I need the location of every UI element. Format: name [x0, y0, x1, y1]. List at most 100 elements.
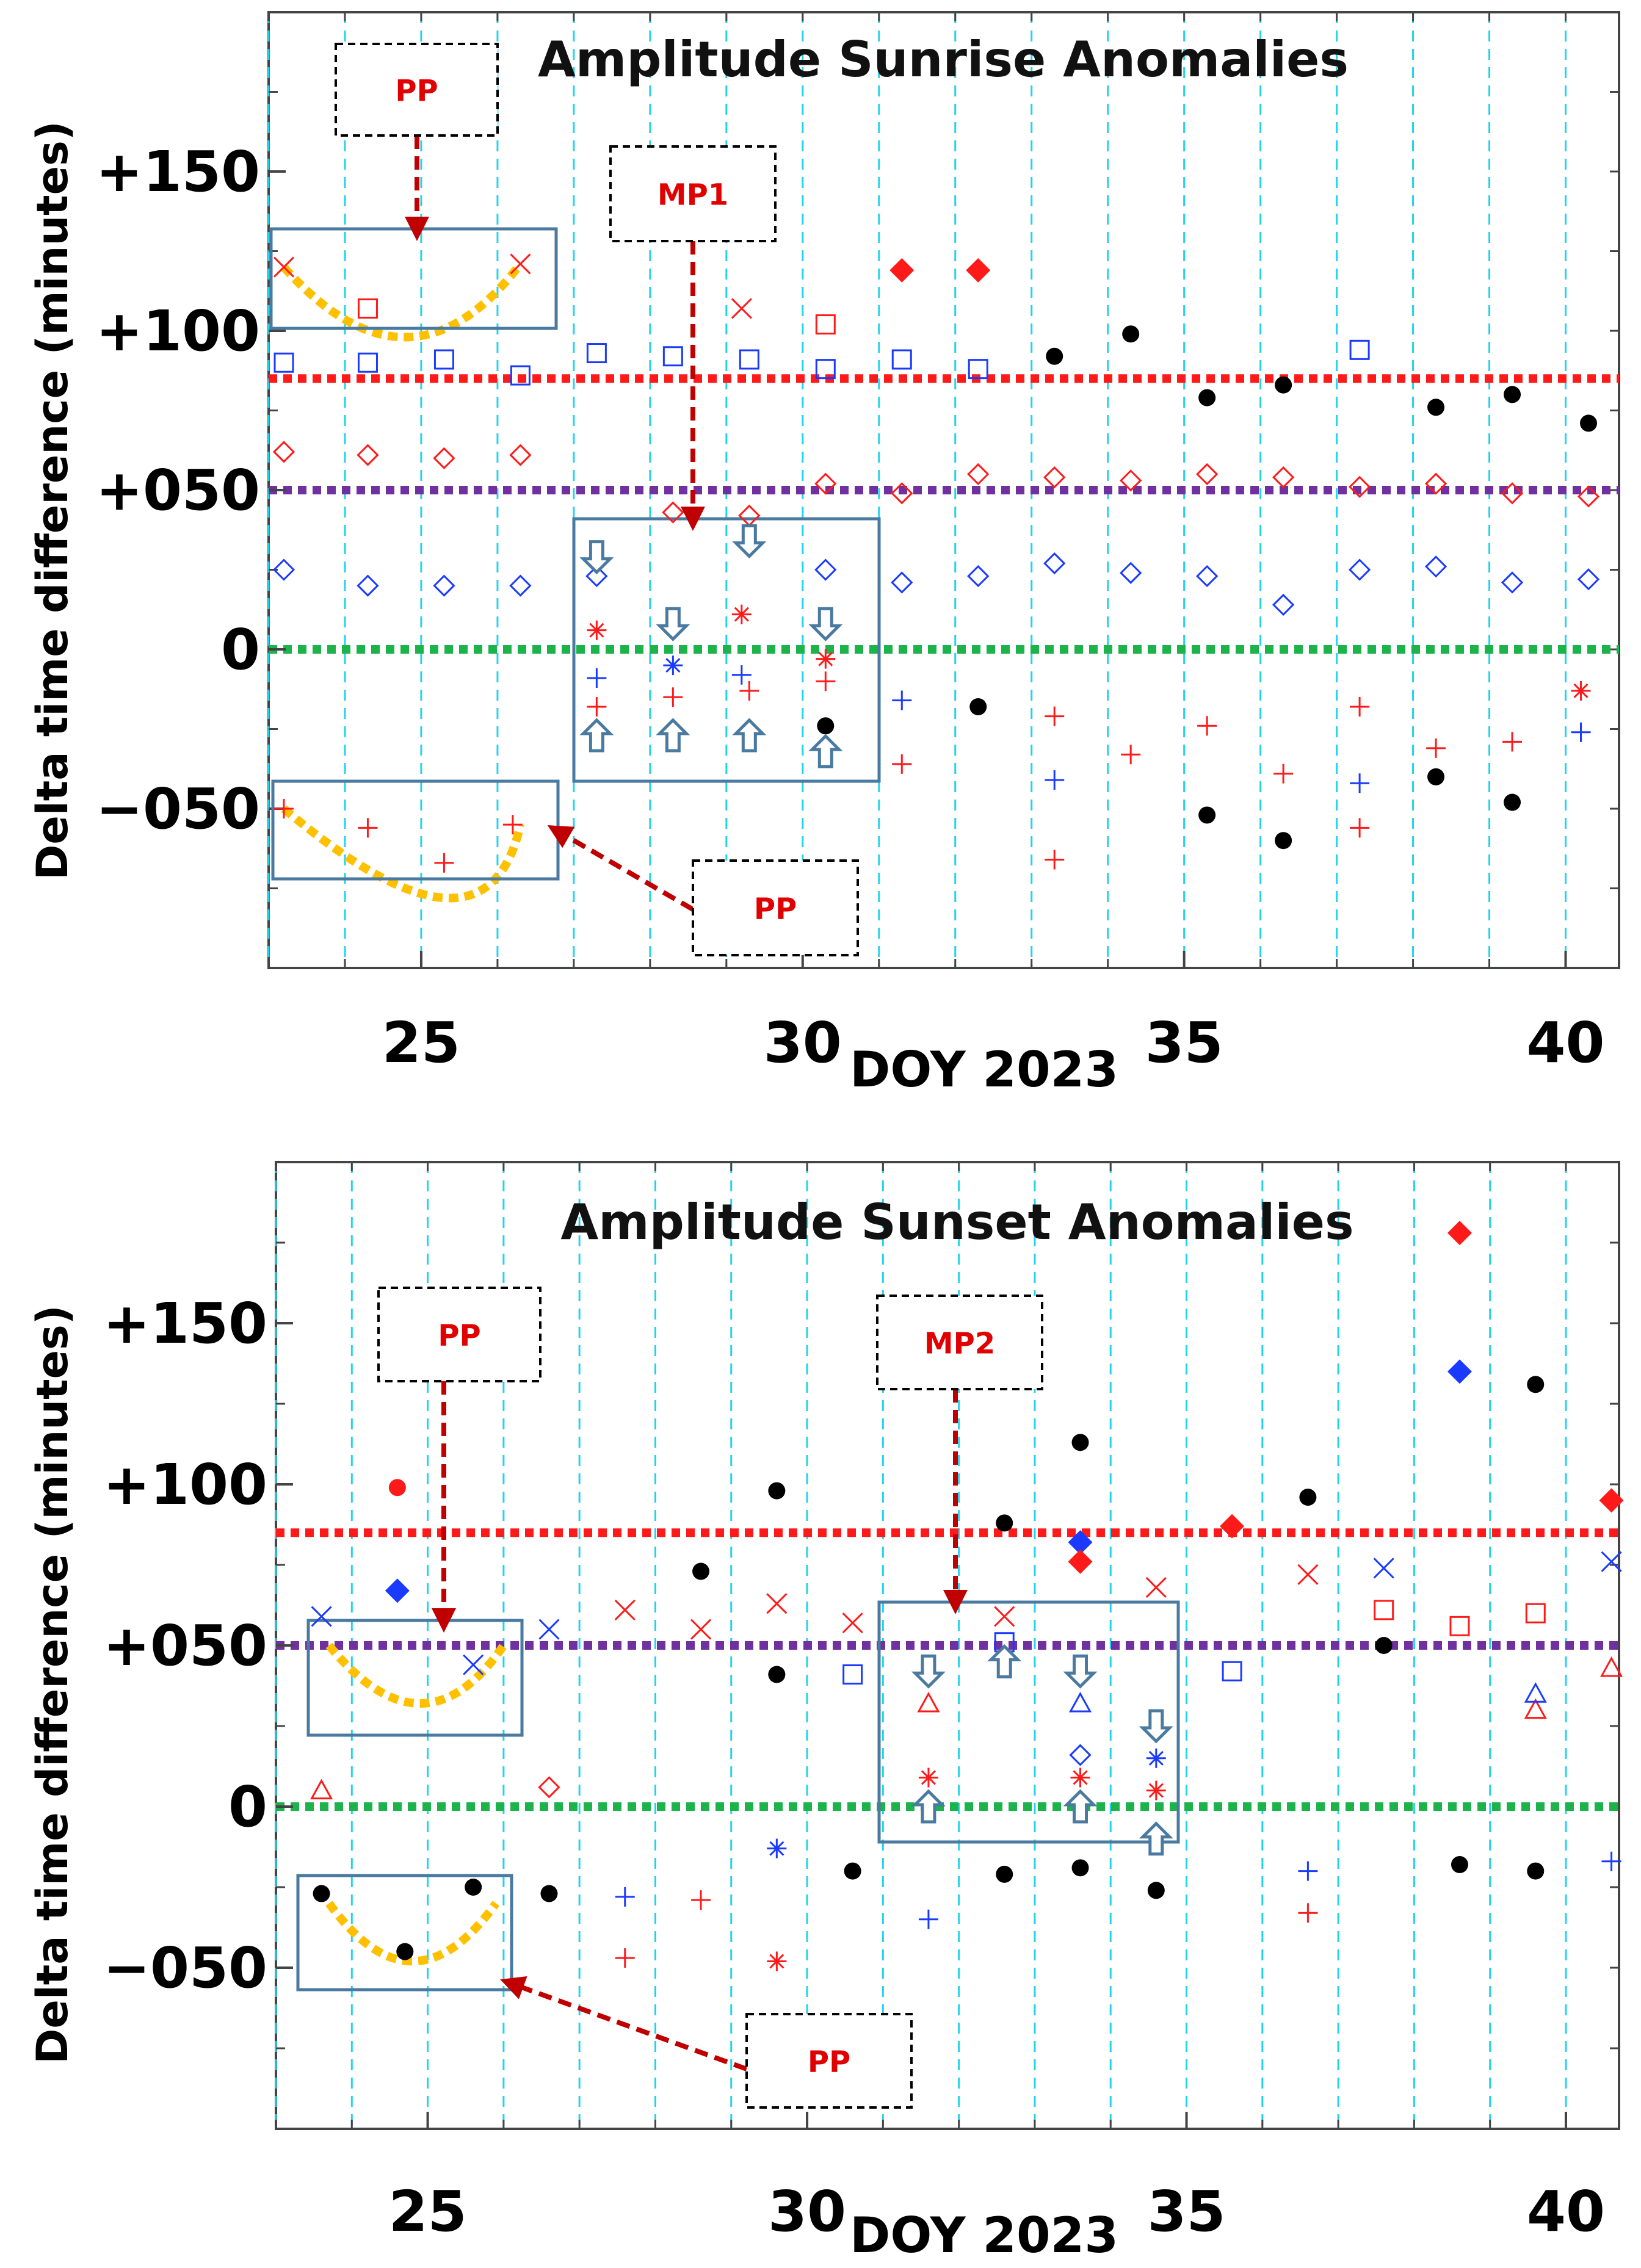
data-point [272, 558, 295, 581]
callout-label: MP1 [657, 178, 728, 212]
data-point [1349, 339, 1370, 360]
data-point [357, 298, 378, 319]
callout-box [377, 1287, 542, 1382]
pp-curve [325, 1901, 500, 1966]
panel-sunset: −050 0 +050 +100 +150 25 30 35 40 DOY 2023 Amplitu… [103, 1161, 1624, 2264]
x-tick-label: 30 [768, 2179, 846, 2244]
data-point [1122, 325, 1140, 343]
mp-arrow-icon [808, 734, 843, 768]
data-point [1427, 399, 1445, 416]
highlight-box [296, 1874, 513, 1992]
data-point [1273, 764, 1294, 784]
x-tick-label: 30 [764, 1010, 842, 1075]
mp-arrow-icon [656, 607, 690, 641]
data-point [1501, 482, 1524, 505]
chart-title: Amplitude Sunrise Anomalies [538, 31, 1349, 88]
data-point [891, 571, 913, 594]
data-point [768, 1482, 786, 1500]
data-point [586, 343, 607, 364]
data-point [509, 574, 532, 597]
data-point [1045, 850, 1065, 870]
data-point [1196, 565, 1219, 588]
data-point [615, 1948, 635, 1968]
data-point [1071, 1434, 1089, 1451]
data-point [1424, 472, 1447, 495]
data-point [662, 501, 684, 524]
data-point [1272, 466, 1295, 489]
mp-arrow-icon [732, 718, 767, 753]
data-point [1600, 1656, 1623, 1677]
data-point [1146, 1780, 1166, 1800]
data-point [918, 1768, 938, 1788]
callout-box [745, 2013, 913, 2109]
data-point [587, 620, 607, 640]
data-point [690, 1619, 712, 1640]
data-point [1070, 1768, 1090, 1788]
data-point [274, 352, 294, 373]
data-point [434, 853, 454, 873]
data-point [892, 754, 912, 774]
x-tick-label: 35 [1145, 1010, 1223, 1075]
data-point [1426, 738, 1446, 758]
data-point [587, 668, 607, 688]
data-point [274, 799, 294, 818]
data-point [1272, 593, 1295, 616]
data-point [502, 815, 523, 835]
highlight-box [572, 517, 881, 783]
data-point [1447, 1359, 1472, 1384]
data-point [1571, 681, 1591, 701]
mp-arrow-icon [579, 718, 614, 753]
x-tick-label: 25 [382, 1010, 460, 1075]
mp-arrow-icon [1063, 1654, 1098, 1689]
data-point [731, 298, 752, 319]
data-point [1196, 463, 1219, 486]
callout-box [609, 145, 777, 242]
data-point [766, 1593, 788, 1614]
data-point [538, 1776, 560, 1799]
data-point [1220, 1514, 1245, 1539]
y-axis-label-bottom: Delta time difference (minutes) [27, 1305, 78, 2064]
data-point [585, 565, 608, 588]
y-tick-label: +150 [96, 139, 260, 204]
data-point [1120, 469, 1142, 492]
data-point [1375, 1637, 1393, 1654]
highlight-box [877, 1600, 1180, 1844]
data-point [1580, 414, 1598, 432]
data-point [994, 1606, 1015, 1627]
data-point [1275, 376, 1292, 394]
data-point [1145, 1576, 1167, 1598]
callout-box [335, 43, 499, 137]
data-point [815, 314, 836, 335]
data-point [731, 604, 752, 624]
data-point [816, 649, 836, 669]
data-point [1043, 552, 1066, 575]
data-point [1147, 1882, 1165, 1899]
x-axis-label: DOY 2023 [850, 1041, 1118, 1098]
mp-arrow-icon [579, 540, 614, 575]
data-point [767, 1951, 787, 1971]
data-point [739, 681, 759, 701]
data-point [465, 1879, 482, 1896]
y-tick-label: −050 [96, 776, 260, 842]
callout-box [692, 859, 859, 956]
data-point [1045, 770, 1065, 790]
data-point [1222, 1661, 1242, 1681]
data-point [1197, 716, 1217, 736]
data-point [1424, 555, 1447, 578]
mp-arrow-icon [911, 1654, 946, 1689]
data-point [968, 359, 988, 380]
data-point [1449, 1616, 1470, 1636]
mp-arrow-icon [656, 718, 690, 753]
data-point [313, 1885, 330, 1902]
data-point [510, 365, 531, 386]
data-point [1577, 568, 1600, 591]
mp-arrow-icon [1139, 1709, 1173, 1744]
data-point [358, 818, 378, 838]
data-point [1524, 1682, 1547, 1703]
data-point [892, 690, 912, 710]
data-point [1524, 1698, 1547, 1719]
data-point [1120, 562, 1142, 584]
mp-arrow-icon [1139, 1821, 1173, 1856]
data-point [815, 359, 836, 380]
